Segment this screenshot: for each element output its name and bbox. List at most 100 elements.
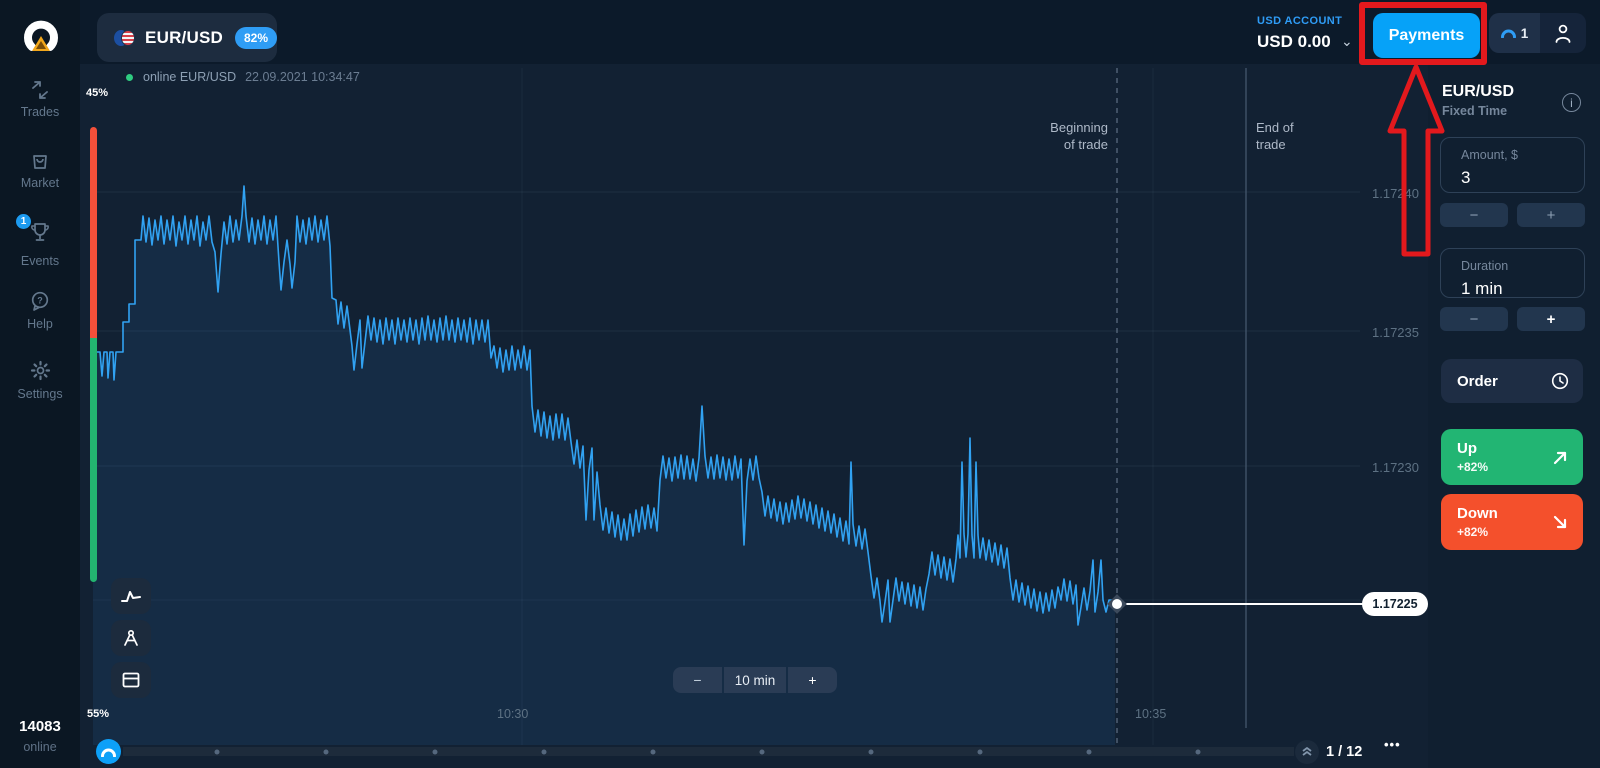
sidebar-item-label: Settings xyxy=(17,387,63,401)
current-price-dot xyxy=(1112,599,1122,609)
timeline-dot xyxy=(541,749,547,755)
timeline-dot xyxy=(432,749,438,755)
panel-trade-mode: Fixed Time xyxy=(1442,104,1508,118)
panel-asset-name: EUR/USD xyxy=(1442,83,1515,100)
amount-decrease-button[interactable]: − xyxy=(1440,203,1508,227)
more-options-button[interactable]: ••• xyxy=(1384,737,1401,752)
sidebar-item-label: Events xyxy=(20,254,60,268)
bonus-button[interactable]: 1 xyxy=(1489,13,1540,53)
price-area-fill xyxy=(93,186,1115,745)
timeline-dot xyxy=(323,749,329,755)
page-indicator: 1 / 12 xyxy=(1326,744,1363,760)
account-selector[interactable]: USD ACCOUNT USD 0.00 xyxy=(1257,15,1357,52)
sentiment-bar-buy xyxy=(90,338,97,582)
down-button[interactable]: Down +82% xyxy=(1441,494,1583,550)
duration-field[interactable]: Duration 1 min xyxy=(1440,248,1585,298)
begin-annotation-line2: of trade xyxy=(1063,137,1108,152)
begin-annotation-line1: Beginning xyxy=(1050,120,1108,135)
current-price-tag: 1.17225 xyxy=(1362,592,1428,616)
timeline-dot xyxy=(1195,749,1201,755)
amount-increase-button[interactable]: + xyxy=(1517,203,1585,227)
us-flag-icon xyxy=(120,29,136,46)
online-status-dot xyxy=(126,73,133,81)
asset-selector[interactable]: EUR/USD 82% xyxy=(97,13,277,62)
amount-label: Amount, $ xyxy=(1461,148,1518,162)
trade-panel xyxy=(1428,64,1600,768)
gear-icon xyxy=(30,360,50,381)
timeframe-increase-button[interactable]: + xyxy=(788,667,837,693)
time-axis-label: 10:30 xyxy=(497,707,529,721)
chart-type-button[interactable] xyxy=(111,578,151,614)
sentiment-down-percent: 55% xyxy=(87,708,110,720)
arrow-down-right-icon xyxy=(1553,515,1567,528)
timeline-dot xyxy=(977,749,983,755)
arc-icon xyxy=(101,748,116,757)
sidebar-item-label: Help xyxy=(27,317,53,331)
profile-button[interactable] xyxy=(1540,13,1586,53)
payments-button[interactable]: Payments xyxy=(1373,13,1480,58)
person-icon xyxy=(1555,24,1571,43)
sidebar-item-label: Trades xyxy=(20,105,60,119)
chart-area xyxy=(80,64,1428,768)
order-button[interactable]: Order xyxy=(1441,359,1583,403)
events-badge: 1 xyxy=(16,214,31,229)
time-axis-label: 10:35 xyxy=(1135,707,1167,721)
duration-decrease-button[interactable]: − xyxy=(1440,307,1508,331)
market-bag-icon xyxy=(33,155,47,169)
duration-label: Duration xyxy=(1461,259,1509,273)
sidebar-item-settings[interactable]: Settings xyxy=(0,360,80,401)
timeframe-decrease-button[interactable]: − xyxy=(673,667,722,693)
topbar: EUR/USD 82% online EUR/USD 22.09.2021 10… xyxy=(80,0,1600,84)
up-button[interactable]: Up +82% xyxy=(1441,429,1583,485)
timeline-strip[interactable] xyxy=(123,747,1294,756)
price-chart-svg[interactable] xyxy=(80,64,1428,768)
end-annotation-line2: trade xyxy=(1256,137,1286,152)
drawing-tools-button[interactable] xyxy=(111,620,151,656)
layout-button[interactable] xyxy=(111,662,151,698)
payout-badge: 82% xyxy=(234,26,277,49)
connection-status: online EUR/USD 22.09.2021 10:34:47 xyxy=(126,70,360,84)
sidebar-item-trades[interactable]: Trades xyxy=(0,81,80,119)
amount-field[interactable]: Amount, $ 3 xyxy=(1440,137,1585,193)
online-users-count: 14083 xyxy=(19,718,61,735)
duration-value: 1 min xyxy=(1461,279,1503,298)
status-text: online EUR/USD xyxy=(143,70,237,84)
sidebar-item-help[interactable]: ? Help xyxy=(0,291,80,331)
platform-logo-icon[interactable] xyxy=(22,12,60,54)
timeline-dot xyxy=(650,749,656,755)
up-label: Up xyxy=(1457,440,1477,457)
duration-increase-button[interactable]: + xyxy=(1517,307,1585,331)
timeline-dot xyxy=(759,749,765,755)
info-icon[interactable]: i xyxy=(1562,93,1581,112)
timeline-dot xyxy=(214,749,220,755)
social-feed-button[interactable] xyxy=(96,739,121,764)
bonus-arc-icon xyxy=(1500,29,1516,38)
amount-value: 3 xyxy=(1461,168,1471,187)
price-axis-label: 1.17230 xyxy=(1372,460,1419,475)
pagination-button[interactable] xyxy=(1295,740,1319,764)
online-users-label: online xyxy=(23,740,57,754)
line-chart-icon xyxy=(121,591,141,602)
price-axis-label: 1.17240 xyxy=(1372,186,1419,201)
online-users-block: 14083 online xyxy=(0,718,80,754)
account-type-label: USD ACCOUNT xyxy=(1257,15,1343,27)
sentiment-up-percent: 45% xyxy=(86,87,109,99)
up-payout: +82% xyxy=(1457,460,1489,474)
sidebar-item-market[interactable]: Market xyxy=(0,150,80,190)
svg-text:?: ? xyxy=(37,296,43,306)
sidebar-item-events[interactable]: 1 Events xyxy=(0,214,80,268)
timeline-dot xyxy=(1086,749,1092,755)
account-balance: USD 0.00 xyxy=(1257,32,1331,51)
layout-icon xyxy=(122,672,140,688)
chevron-down-icon[interactable]: ⌄ xyxy=(1341,33,1353,49)
timeframe-control: − 10 min + xyxy=(673,667,837,693)
end-of-trade-annotation: End of trade xyxy=(1256,119,1294,153)
status-datetime: 22.09.2021 10:34:47 xyxy=(245,70,360,84)
timeline-dots xyxy=(214,749,1201,755)
down-payout: +82% xyxy=(1457,525,1489,539)
order-label: Order xyxy=(1457,372,1498,390)
price-axis-label: 1.17235 xyxy=(1372,325,1419,340)
events-trophy-icon xyxy=(31,223,49,241)
compass-icon xyxy=(124,629,138,646)
